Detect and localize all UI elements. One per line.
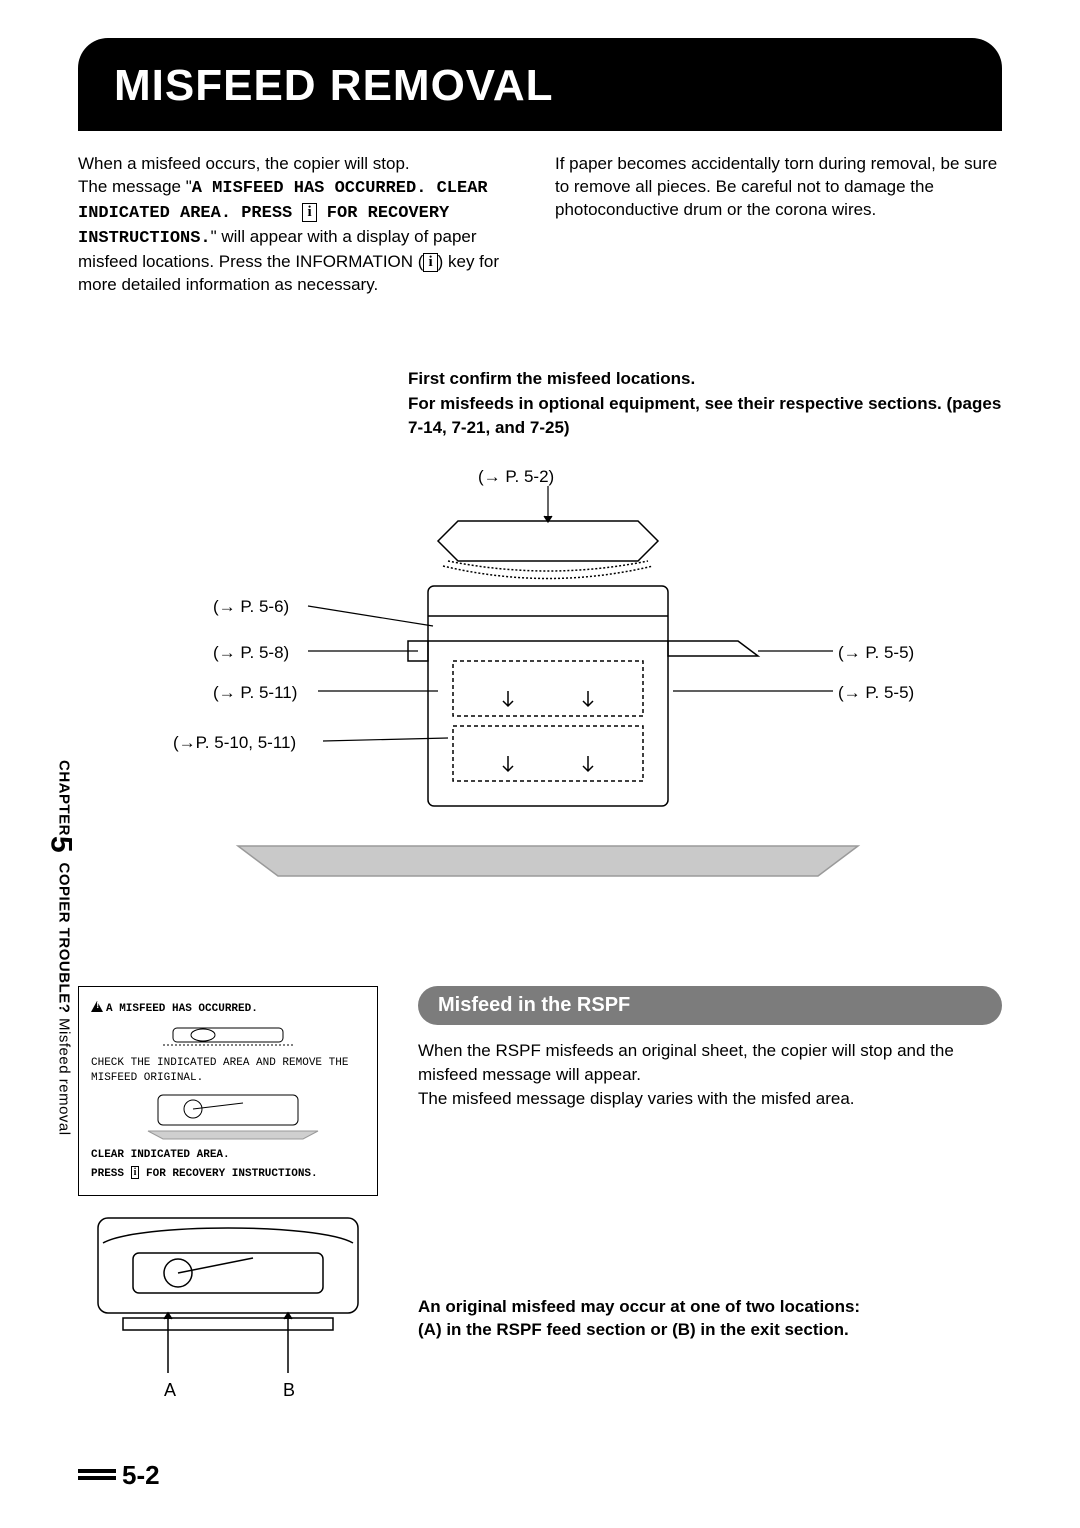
display-mini-diagram-2 — [123, 1089, 333, 1144]
label-p52: (→ P. 5-2) — [478, 466, 554, 489]
sidebar-sub2: Misfeed removal — [56, 1013, 73, 1135]
label-p55b: (→ P. 5-5) — [838, 682, 914, 705]
directions-block: First confirm the misfeed locations. For… — [408, 367, 1002, 441]
directions-line2: For misfeeds in optional equipment, see … — [408, 392, 1002, 441]
info-key-icon: i — [302, 203, 316, 222]
sidebar-chapter: CHAPTER5 COPIER TROUBLE? Misfeed removal — [40, 760, 81, 1136]
label-p55a: (→ P. 5-5) — [838, 642, 914, 665]
intro-left-msg-a: The message " — [78, 177, 192, 196]
page-number-text: 5-2 — [122, 1460, 160, 1490]
warning-icon — [91, 1001, 103, 1012]
display-line4b: FOR RECOVERY INSTRUCTIONS. — [139, 1168, 317, 1180]
directions-line1: First confirm the misfeed locations. — [408, 367, 1002, 392]
locations-note-l1: An original misfeed may occur at one of … — [418, 1296, 1002, 1319]
intro-left-line1: When a misfeed occurs, the copier will s… — [78, 154, 410, 173]
info-key-icon: i — [423, 253, 437, 272]
display-mini-diagram-1 — [143, 1020, 313, 1052]
label-p56: (→ P. 5-6) — [213, 596, 289, 619]
page-number-bars-icon — [78, 1469, 116, 1480]
display-line2: CHECK THE INDICATED AREA AND REMOVE THE … — [91, 1056, 365, 1085]
copier-diagram: (→ P. 5-2) (→ P. 5-6) (→ P. 5-8) (→ P. 5… — [78, 466, 1002, 936]
locations-note-l2: (A) in the RSPF feed section or (B) in t… — [418, 1319, 1002, 1342]
label-p511: (→ P. 5-11) — [213, 682, 297, 705]
rspf-para2: The misfeed message display varies with … — [418, 1087, 1002, 1111]
message-display-box: A MISFEED HAS OCCURRED. CHECK THE INDICA… — [78, 986, 378, 1196]
ab-label-a: A — [164, 1380, 176, 1400]
ab-diagram: A B — [78, 1198, 378, 1428]
section-heading-misfeed-rspf: Misfeed in the RSPF — [418, 986, 1002, 1025]
display-line4a: PRESS — [91, 1168, 131, 1180]
intro-left: When a misfeed occurs, the copier will s… — [78, 153, 525, 297]
sidebar-chapter-word: CHAPTER — [56, 760, 73, 836]
ab-label-b: B — [283, 1380, 295, 1400]
intro-right: If paper becomes accidentally torn durin… — [555, 153, 1002, 297]
label-p58: (→ P. 5-8) — [213, 642, 289, 665]
page-title: MISFEED REMOVAL — [78, 38, 1002, 131]
label-p510-511: (→P. 5-10, 5-11) — [173, 732, 296, 755]
sidebar-sub1: COPIER TROUBLE? — [56, 863, 73, 1014]
display-line3: CLEAR INDICATED AREA. — [91, 1148, 365, 1162]
page-number: 5-2 — [78, 1458, 160, 1493]
rspf-para1: When the RSPF misfeeds an original sheet… — [418, 1039, 1002, 1087]
display-line1: A MISFEED HAS OCCURRED. — [106, 1003, 258, 1015]
intro-columns: When a misfeed occurs, the copier will s… — [78, 153, 1002, 297]
sidebar-chapter-num: 5 — [45, 836, 78, 853]
locations-note: An original misfeed may occur at one of … — [418, 1296, 1002, 1342]
